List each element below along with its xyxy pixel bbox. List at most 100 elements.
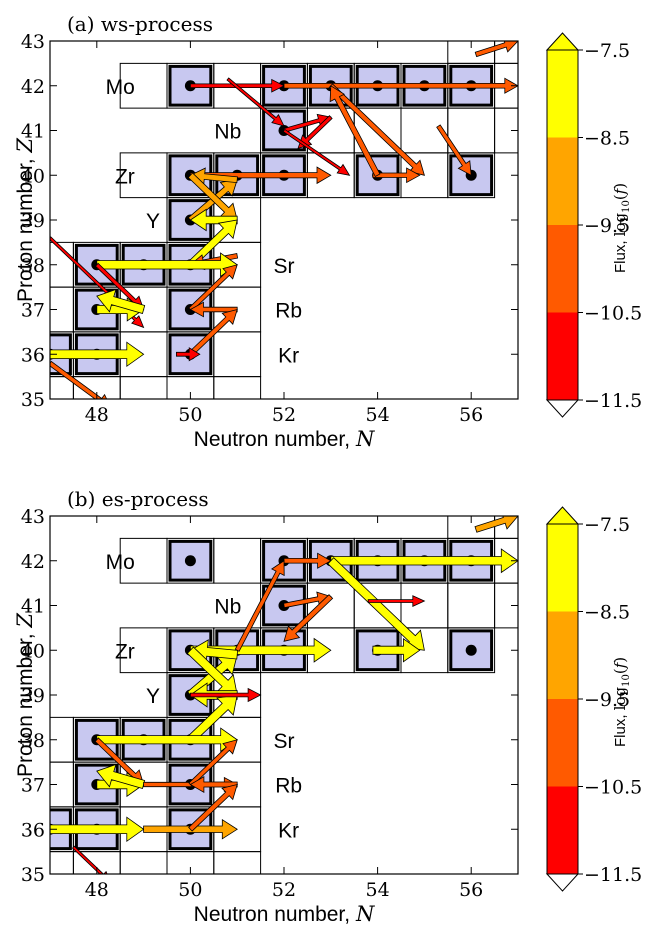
x-axis-label-text: Neutron number, <box>194 428 356 451</box>
y-axis-label: Proton number, Z <box>13 613 37 777</box>
flux-arrow <box>96 763 146 789</box>
grid-cell <box>72 851 121 874</box>
flux-arrow <box>234 560 285 652</box>
colorbar-tick-label: −7.5 <box>584 514 630 536</box>
x-tick-label: 48 <box>85 879 109 901</box>
grid-cell <box>213 537 262 584</box>
y-tick-label: 43 <box>21 506 45 528</box>
colorbar-label-var: f <box>611 660 629 669</box>
flux-arrow <box>188 308 238 357</box>
flux-arrow <box>474 516 518 533</box>
flux-arrow <box>50 341 145 367</box>
y-tick-label: 37 <box>21 775 45 797</box>
panel-0: Mo Nb Zr Y Sr Rb Kr 48 50 52 54 56 35 36 37 38 39 40 41 42 4… <box>13 12 642 451</box>
flux-arrow <box>187 172 238 221</box>
y-tick-label: 36 <box>21 344 45 366</box>
flux-arrow <box>96 252 238 278</box>
colorbar-label-paren: ) <box>611 183 629 189</box>
flux-arrow <box>50 360 108 399</box>
colorbar-label: Flux, log10(f) <box>611 183 632 273</box>
colorbar-band <box>547 137 578 225</box>
colorbar-band <box>547 312 578 400</box>
flux-arrow <box>186 646 238 696</box>
colorbar-tick-label: −9.5 <box>584 689 630 711</box>
grid-cell <box>494 582 518 629</box>
nucleus-dot <box>465 644 477 656</box>
grid-cell <box>306 582 355 629</box>
x-axis-label-var: N <box>355 427 375 451</box>
flux-arrow <box>96 727 238 753</box>
element-label: Mo <box>106 551 135 574</box>
y-tick-label: 42 <box>21 551 45 573</box>
grid-cell <box>447 582 496 629</box>
element-label: Sr <box>274 730 295 753</box>
flux-arrow <box>71 845 108 874</box>
y-axis-label-text: Proton number, <box>14 628 37 777</box>
colorbar-label-paren: ) <box>611 657 629 663</box>
element-label: Sr <box>274 255 295 278</box>
panel-title: (b) es-process <box>67 487 209 511</box>
x-tick-label: 50 <box>178 404 202 426</box>
flux-arrow <box>189 687 262 703</box>
colorbar-tick-label: −11.5 <box>584 390 642 412</box>
flux-arrow <box>188 783 238 832</box>
x-axis-label: Neutron number, N <box>194 427 375 451</box>
flux-arrow <box>175 347 201 362</box>
y-tick-label: 43 <box>21 31 45 53</box>
y-tick-label: 37 <box>21 300 45 322</box>
flux-arrow <box>188 264 238 312</box>
nucleus-dot <box>184 555 196 567</box>
grid-cell <box>166 851 215 874</box>
element-label: Kr <box>278 819 299 842</box>
panel-title: (a) ws-process <box>67 12 213 36</box>
grid-cell <box>400 582 449 629</box>
flux-arrow <box>283 77 518 94</box>
colorbar-band <box>547 524 578 612</box>
flux-arrow <box>187 219 238 268</box>
colorbar-label-sub: 10 <box>621 674 632 687</box>
x-tick-label: 56 <box>459 879 483 901</box>
colorbar-band <box>547 699 578 787</box>
element-label: Nb <box>214 596 241 619</box>
y-tick-label: 41 <box>21 121 45 143</box>
grid-cell <box>447 516 496 539</box>
flux-arrow <box>50 816 145 842</box>
flux-arrow <box>328 83 425 176</box>
x-axis-label-var: N <box>355 902 375 926</box>
y-axis-label-var: Z <box>13 613 37 629</box>
flux-arrow <box>188 739 238 787</box>
y-tick-label: 40 <box>21 640 45 662</box>
flux-arrow <box>282 128 351 176</box>
x-tick-label: 48 <box>85 404 109 426</box>
flux-arrow <box>189 637 332 663</box>
element-label: Zr <box>115 640 135 663</box>
y-tick-label: 36 <box>21 819 45 841</box>
plot-area: Mo Nb Zr Y Sr Rb Kr <box>50 41 518 399</box>
flux-arrow <box>189 166 332 185</box>
colorbar-tick-label: −10.5 <box>584 777 642 799</box>
flux-arrow <box>283 113 332 133</box>
flux-arrow <box>367 595 426 608</box>
colorbar-bottom-extension <box>545 873 580 892</box>
colorbar-band <box>547 50 578 138</box>
y-tick-label: 40 <box>21 165 45 187</box>
flux-arrow <box>226 77 285 127</box>
x-tick-label: 52 <box>272 879 296 901</box>
colorbar-label-paren: ( <box>611 668 629 674</box>
stable-nucleus-box <box>168 539 213 582</box>
colorbar-bottom-extension <box>545 399 580 418</box>
grid-cell <box>447 41 496 64</box>
colorbar-label-log: log <box>611 212 629 236</box>
colorbar-label-var: f <box>611 186 629 195</box>
y-axis-label-var: Z <box>13 138 37 154</box>
colorbar-tick-label: −7.5 <box>584 40 630 62</box>
x-tick-label: 54 <box>366 404 390 426</box>
flux-arrow <box>283 594 334 642</box>
grid-cell <box>213 851 262 874</box>
colorbar-band <box>547 611 578 699</box>
element-label: Nb <box>214 121 241 144</box>
x-axis-label-text: Neutron number, <box>194 903 356 926</box>
colorbar-tick-label: −8.5 <box>584 602 630 624</box>
x-tick-label: 56 <box>459 404 483 426</box>
